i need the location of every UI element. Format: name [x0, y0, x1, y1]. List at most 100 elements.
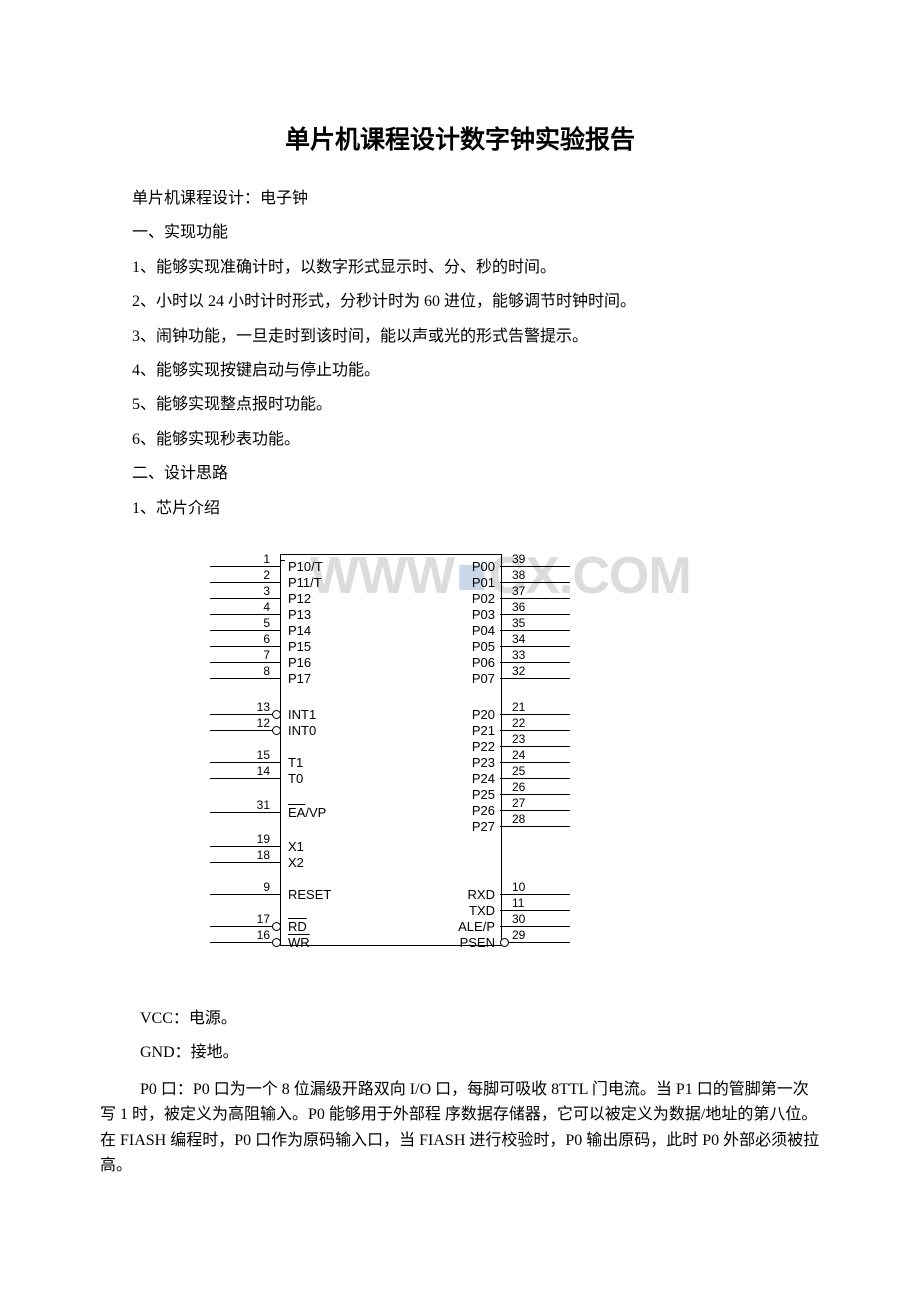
text-line: 一、实现功能: [100, 218, 820, 248]
pin-line: [210, 582, 280, 583]
pin-label: P01: [440, 575, 495, 590]
pin-line: [210, 894, 280, 895]
pin-number: 21: [512, 700, 572, 714]
pin-label: P22: [440, 739, 495, 754]
pin-line: [210, 630, 280, 631]
pin-line: [210, 942, 280, 943]
pin-line: [210, 762, 280, 763]
pin-line: [500, 894, 570, 895]
pin-line: [500, 794, 570, 795]
pin-label: INT1: [288, 707, 316, 722]
pin-label: WR: [288, 935, 310, 950]
pin-number: 14: [210, 764, 270, 778]
pin-label: P05: [440, 639, 495, 654]
pin-label: P20: [440, 707, 495, 722]
text-line: 2、小时以 24 小时计时形式，分秒计时为 60 进位，能够调节时钟时间。: [100, 287, 820, 317]
pin-number: 18: [210, 848, 270, 862]
pin-number: 11: [512, 896, 572, 910]
pin-label: P03: [440, 607, 495, 622]
negation-bubble: [500, 938, 509, 947]
pin-label: P02: [440, 591, 495, 606]
pin-line: [210, 778, 280, 779]
pin-line: [500, 762, 570, 763]
pin-label: RXD: [440, 887, 495, 902]
pin-label: P24: [440, 771, 495, 786]
pin-line: [500, 714, 570, 715]
pin-label: P06: [440, 655, 495, 670]
pin-number: 5: [210, 616, 270, 630]
pin-line: [210, 862, 280, 863]
pin-number: 25: [512, 764, 572, 778]
pin-label: P25: [440, 787, 495, 802]
pin-line: [500, 582, 570, 583]
pin-label: P13: [288, 607, 311, 622]
pin-number: 34: [512, 632, 572, 646]
pin-line: [210, 846, 280, 847]
pin-label: P14: [288, 623, 311, 638]
pin-label: RESET: [288, 887, 331, 902]
pin-line: [500, 730, 570, 731]
pin-line: [500, 826, 570, 827]
pin-number: 30: [512, 912, 572, 926]
pin-number: 32: [512, 664, 572, 678]
pin-number: 6: [210, 632, 270, 646]
pin-number: 28: [512, 812, 572, 826]
pin-label: EA/VP: [288, 805, 326, 820]
text-para: P0 口：P0 口为一个 8 位漏级开路双向 I/O 口，每脚可吸收 8TTL …: [100, 1077, 820, 1179]
pin-number: 10: [512, 880, 572, 894]
pin-number: 35: [512, 616, 572, 630]
pin-line: [500, 942, 570, 943]
text-line: 1、芯片介绍: [100, 494, 820, 524]
pin-label: RD: [288, 919, 307, 934]
pin-line: [500, 810, 570, 811]
pin-number: 7: [210, 648, 270, 662]
pin-number: 15: [210, 748, 270, 762]
pin-line: [210, 730, 280, 731]
pin-label: P17: [288, 671, 311, 686]
text-line: 二、设计思路: [100, 459, 820, 489]
pin-line: [500, 926, 570, 927]
pin-line: [210, 926, 280, 927]
pin-number: 16: [210, 928, 270, 942]
pin-line: [500, 630, 570, 631]
pin-label: T0: [288, 771, 303, 786]
text-line: 6、能够实现秒表功能。: [100, 425, 820, 455]
pin-label: TXD: [440, 903, 495, 918]
pin-line: [210, 678, 280, 679]
pin-line: [210, 662, 280, 663]
pin-number: 9: [210, 880, 270, 894]
negation-bubble: [272, 710, 281, 719]
pin-number: 26: [512, 780, 572, 794]
pin-line: [500, 646, 570, 647]
pin-label: P04: [440, 623, 495, 638]
pin-line: [500, 598, 570, 599]
text-line: 单片机课程设计：电子钟: [100, 184, 820, 214]
pin-number: 2: [210, 568, 270, 582]
pin-label: X2: [288, 855, 304, 870]
pin-number: 27: [512, 796, 572, 810]
pin-label: P00: [440, 559, 495, 574]
pin-number: 1: [210, 552, 270, 566]
text-line: 1、能够实现准确计时，以数字形式显示时、分、秒的时间。: [100, 253, 820, 283]
pin-number: 19: [210, 832, 270, 846]
pin-number: 17: [210, 912, 270, 926]
pin-number: 22: [512, 716, 572, 730]
pin-label: P11/T: [288, 575, 322, 590]
pin-number: 31: [210, 798, 270, 812]
pin-line: [210, 714, 280, 715]
pin-line: [500, 910, 570, 911]
pin-line: [210, 646, 280, 647]
chip-diagram: WWW■CX.COM 1P10/T2P11/T3P124P135P146P157…: [160, 554, 630, 974]
pin-label: T1: [288, 755, 303, 770]
pin-line: [500, 678, 570, 679]
pin-label: P26: [440, 803, 495, 818]
pin-number: 29: [512, 928, 572, 942]
pin-label: P16: [288, 655, 311, 670]
pin-line: [210, 566, 280, 567]
text-line: 5、能够实现整点报时功能。: [100, 390, 820, 420]
text-para: GND：接地。: [100, 1038, 820, 1068]
page-title: 单片机课程设计数字钟实验报告: [100, 120, 820, 156]
pin-number: 33: [512, 648, 572, 662]
pin-number: 8: [210, 664, 270, 678]
pin-label: P10/T: [288, 559, 323, 574]
